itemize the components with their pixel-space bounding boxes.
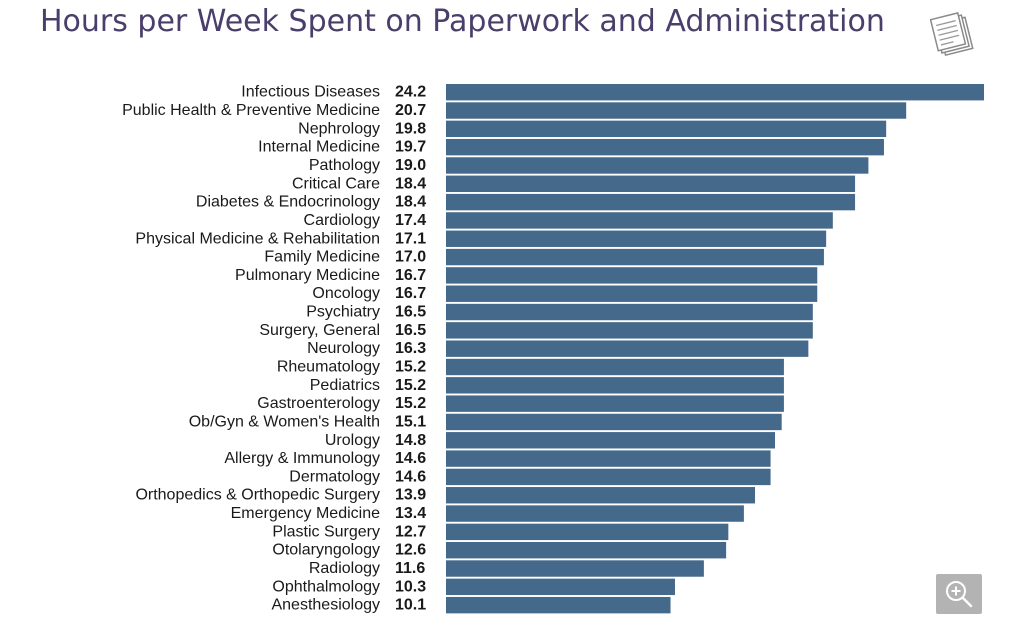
value-label: 12.7 [395, 523, 426, 540]
category-label: Urology [325, 432, 380, 449]
bar [446, 450, 771, 467]
bar [446, 230, 827, 247]
value-label: 19.0 [395, 157, 426, 174]
bar [446, 175, 856, 192]
value-label: 15.1 [395, 413, 426, 430]
value-label: 19.8 [395, 120, 426, 137]
bar [446, 322, 813, 339]
category-label: Allergy & Immunology [224, 450, 380, 467]
bar [446, 212, 833, 229]
bar [446, 542, 727, 559]
category-label: Emergency Medicine [231, 505, 381, 522]
value-label: 16.7 [395, 285, 426, 302]
bar [446, 340, 809, 357]
value-label: 18.4 [395, 175, 426, 192]
value-label: 13.9 [395, 487, 426, 504]
bar [446, 84, 984, 101]
bar [446, 267, 818, 284]
bar [446, 596, 671, 614]
bar [446, 395, 784, 412]
category-label: Infectious Diseases [241, 84, 380, 101]
category-label: Dermatology [289, 468, 380, 485]
document-stack-icon [930, 12, 974, 57]
bar [446, 432, 776, 449]
value-label: 18.4 [395, 194, 426, 211]
category-label: Pathology [309, 157, 380, 174]
category-label: Pulmonary Medicine [235, 267, 380, 284]
category-label: Otolaryngology [272, 542, 380, 559]
bar [446, 303, 813, 321]
bar [446, 505, 744, 522]
category-label: Cardiology [304, 212, 380, 229]
bar [446, 560, 704, 577]
bar [446, 413, 782, 431]
category-label: Pediatrics [310, 377, 380, 394]
bar [446, 138, 884, 156]
value-label: 16.5 [395, 304, 426, 321]
value-label: 24.2 [395, 84, 426, 101]
category-label: Plastic Surgery [272, 523, 380, 540]
value-label: 16.3 [395, 340, 426, 357]
bar [446, 377, 784, 394]
category-label: Critical Care [292, 175, 380, 192]
bar [446, 120, 887, 138]
chart-title: Hours per Week Spent on Paperwork and Ad… [40, 4, 885, 39]
value-label: 12.6 [395, 542, 426, 559]
value-label: 14.6 [395, 450, 426, 467]
bar [446, 157, 869, 174]
category-label: Neurology [307, 340, 380, 357]
category-label: Gastroenterology [257, 395, 380, 412]
bar [446, 468, 771, 486]
bar [446, 578, 675, 596]
value-label: 17.0 [395, 249, 426, 266]
value-label: 14.8 [395, 432, 426, 449]
category-label: Surgery, General [259, 322, 380, 339]
category-label: Diabetes & Endocrinology [196, 194, 380, 211]
category-label: Internal Medicine [258, 139, 380, 156]
value-label: 17.1 [395, 230, 426, 247]
category-label: Rheumatology [277, 359, 380, 376]
zoom-button[interactable] [936, 574, 982, 614]
category-label: Orthopedics & Orthopedic Surgery [135, 487, 380, 504]
bar [446, 285, 818, 302]
value-label: 10.1 [395, 597, 426, 614]
value-labels: 24.220.719.819.719.018.418.417.417.117.0… [395, 84, 426, 614]
value-label: 15.2 [395, 395, 426, 412]
bar [446, 523, 729, 541]
category-label: Anesthesiology [271, 597, 380, 614]
bar [446, 248, 824, 266]
category-label: Oncology [312, 285, 380, 302]
category-label: Physical Medicine & Rehabilitation [135, 230, 380, 247]
category-label: Nephrology [298, 120, 380, 137]
value-label: 15.2 [395, 377, 426, 394]
bar [446, 487, 756, 504]
bar [446, 102, 907, 119]
value-label: 20.7 [395, 102, 426, 119]
zoom-in-icon [946, 581, 973, 608]
bar [446, 193, 856, 211]
category-label: Family Medicine [264, 249, 380, 266]
category-label: Psychiatry [306, 304, 380, 321]
category-label: Radiology [309, 560, 380, 577]
value-label: 14.6 [395, 468, 426, 485]
value-label: 16.5 [395, 322, 426, 339]
value-label: 19.7 [395, 139, 426, 156]
value-label: 17.4 [395, 212, 426, 229]
value-label: 11.6 [395, 560, 425, 577]
value-label: 13.4 [395, 505, 426, 522]
bars [446, 84, 984, 614]
category-label: Ophthalmology [272, 578, 380, 595]
value-label: 16.7 [395, 267, 426, 284]
category-label: Ob/Gyn & Women's Health [189, 413, 380, 430]
value-label: 10.3 [395, 578, 426, 595]
bar [446, 358, 784, 376]
value-label: 15.2 [395, 359, 426, 376]
category-label: Public Health & Preventive Medicine [122, 102, 380, 119]
